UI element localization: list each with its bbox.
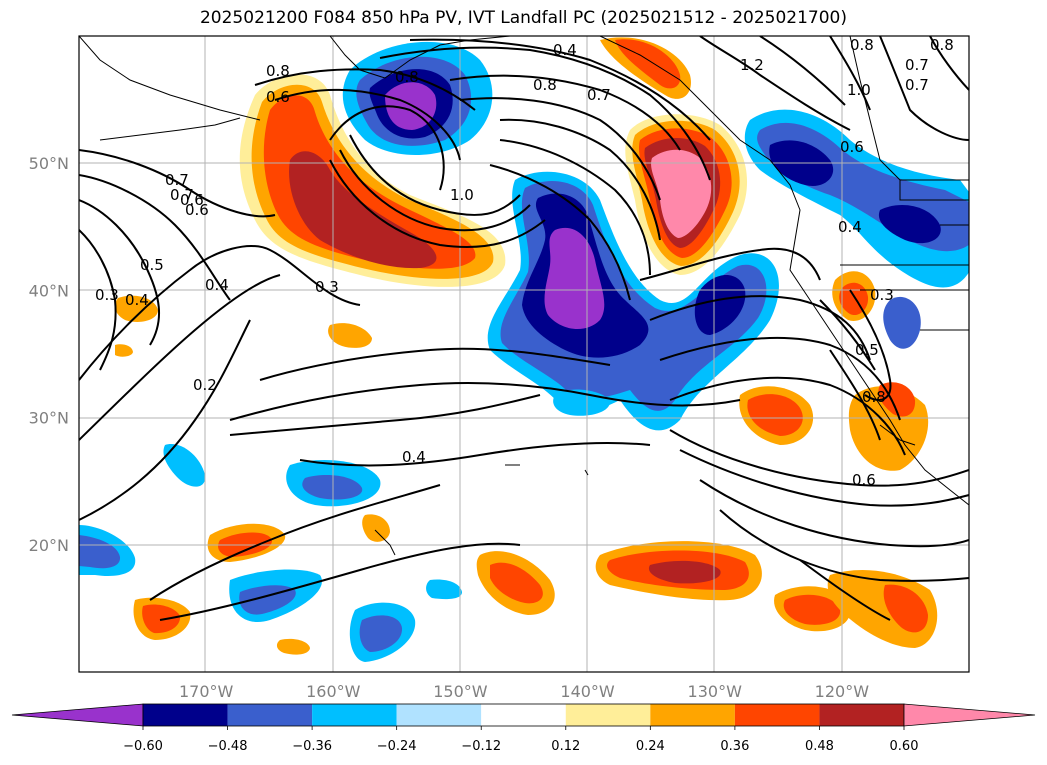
contour-label: 0.7	[905, 56, 929, 74]
colorbar	[11, 703, 1036, 727]
contour-label: 0.8	[533, 76, 557, 94]
colorbar-segment	[819, 704, 904, 726]
colorbar-tick-label: 0.48	[805, 739, 834, 754]
contour-label: 0.7	[905, 76, 929, 94]
contour-label: 0.6	[852, 471, 876, 489]
map-frame	[78, 35, 970, 673]
latitude-tick-label: 30°N	[29, 409, 69, 428]
contour-label: 0.8	[266, 62, 290, 80]
colorbar-tick-label: −0.48	[208, 739, 248, 754]
colorbar-extend-min	[11, 703, 144, 727]
contour-label: 0.6	[180, 191, 204, 209]
gridlines	[79, 36, 969, 672]
colorbar-segment	[227, 704, 313, 726]
latitude-tick-labels: 50°N 40°N 30°N 20°N	[29, 154, 69, 555]
colorbar-segment	[565, 704, 651, 726]
contour-label: 1.0	[450, 186, 474, 204]
longitude-tick-label: 120°W	[815, 682, 870, 701]
colorbar-tick-label: 0.36	[720, 739, 749, 754]
colorbar-tick-label: 0.12	[551, 739, 580, 754]
coastlines	[79, 36, 969, 556]
contour-label: 0.5	[140, 256, 164, 274]
longitude-tick-label: 140°W	[560, 682, 615, 701]
contour-labels: 0.4 0.8 0.8 0.7 1.2 0.8 1.0 0.7 0.8 0.7 …	[95, 36, 954, 489]
latitude-tick-label: 50°N	[29, 154, 69, 173]
colorbar-segment	[143, 704, 228, 726]
contour-label: 0.6	[185, 201, 209, 219]
latitude-tick-label: 40°N	[29, 281, 69, 300]
colorbar-segment	[481, 704, 566, 726]
contour-label: 0.7	[587, 86, 611, 104]
contour-label: 0.5	[855, 341, 879, 359]
contour-label: 0.4	[553, 41, 577, 59]
contour-label: 0.3	[95, 286, 119, 304]
colorbar-tick-label: −0.12	[461, 739, 501, 754]
colorbar-tick-label: −0.60	[123, 739, 163, 754]
contour-label: 1.2	[740, 56, 764, 74]
contour-label: 0.4	[402, 448, 426, 466]
contour-label: 0.8	[862, 388, 886, 406]
colorbar-extend-max	[903, 703, 1036, 727]
contour-label: 0.8	[395, 68, 419, 86]
longitude-tick-label: 170°W	[179, 682, 234, 701]
contour-label: 0.3	[315, 278, 339, 296]
pv-contours	[79, 36, 969, 621]
colorbar-segment	[650, 704, 735, 726]
colorbar-tick-label: 0.24	[636, 739, 665, 754]
contour-label: 0.4	[838, 218, 862, 236]
colorbar-segment	[734, 704, 820, 726]
contour-label: 0.7	[170, 186, 194, 204]
longitude-tick-labels: 170°W 160°W 150°W 140°W 130°W 120°W	[179, 682, 869, 701]
contour-label: 0.4	[205, 276, 229, 294]
colorbar-tick-label: −0.24	[377, 739, 417, 754]
latitude-tick-label: 20°N	[29, 536, 69, 555]
contour-label: 0.8	[930, 36, 954, 54]
colorbar-tick-label: −0.36	[292, 739, 332, 754]
colorbar-segment	[312, 704, 397, 726]
contour-label: 1.0	[847, 81, 871, 99]
contour-label: 0.2	[193, 376, 217, 394]
colorbar-segment	[396, 704, 482, 726]
longitude-tick-label: 130°W	[688, 682, 743, 701]
contour-label: 0.7	[165, 171, 189, 189]
contour-label: 0.6	[266, 88, 290, 106]
longitude-tick-label: 160°W	[306, 682, 361, 701]
contour-label: 0.6	[840, 138, 864, 156]
contour-label: 0.4	[125, 291, 149, 309]
longitude-tick-label: 150°W	[433, 682, 488, 701]
contour-label: 0.3	[870, 286, 894, 304]
colorbar-tick-label: 0.60	[890, 739, 919, 754]
contour-label: 0.8	[850, 36, 874, 54]
colorbar-tick-labels: −0.60 −0.48 −0.36 −0.24 −0.12 0.12 0.24 0.36 0.4…	[123, 726, 918, 754]
map-title: 2025021200 F084 850 hPa PV, IVT Landfall…	[199, 8, 847, 28]
